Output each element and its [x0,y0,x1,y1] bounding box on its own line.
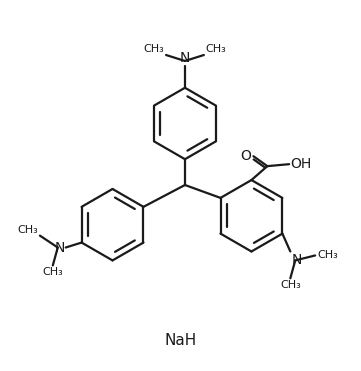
Text: OH: OH [290,157,312,171]
Text: CH₃: CH₃ [280,280,301,290]
Text: N: N [291,253,302,267]
Text: CH₃: CH₃ [43,267,63,278]
Text: CH₃: CH₃ [17,224,38,234]
Text: CH₃: CH₃ [206,44,227,54]
Text: N: N [180,51,190,65]
Text: CH₃: CH₃ [143,44,164,54]
Text: O: O [240,149,252,163]
Text: CH₃: CH₃ [317,250,338,260]
Text: N: N [55,240,65,255]
Text: NaH: NaH [165,333,197,348]
